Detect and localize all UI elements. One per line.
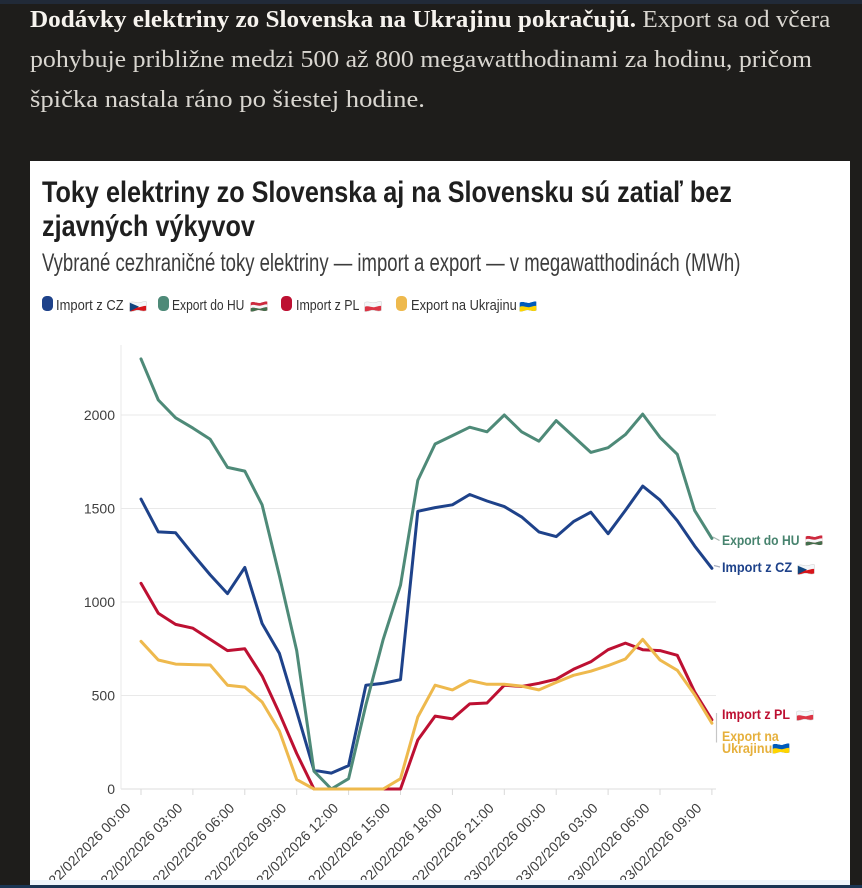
svg-text:1500: 1500: [84, 500, 115, 516]
svg-text:0: 0: [107, 781, 115, 797]
svg-text:2000: 2000: [84, 407, 115, 423]
svg-text:500: 500: [92, 687, 116, 703]
svg-text:1000: 1000: [84, 594, 115, 610]
